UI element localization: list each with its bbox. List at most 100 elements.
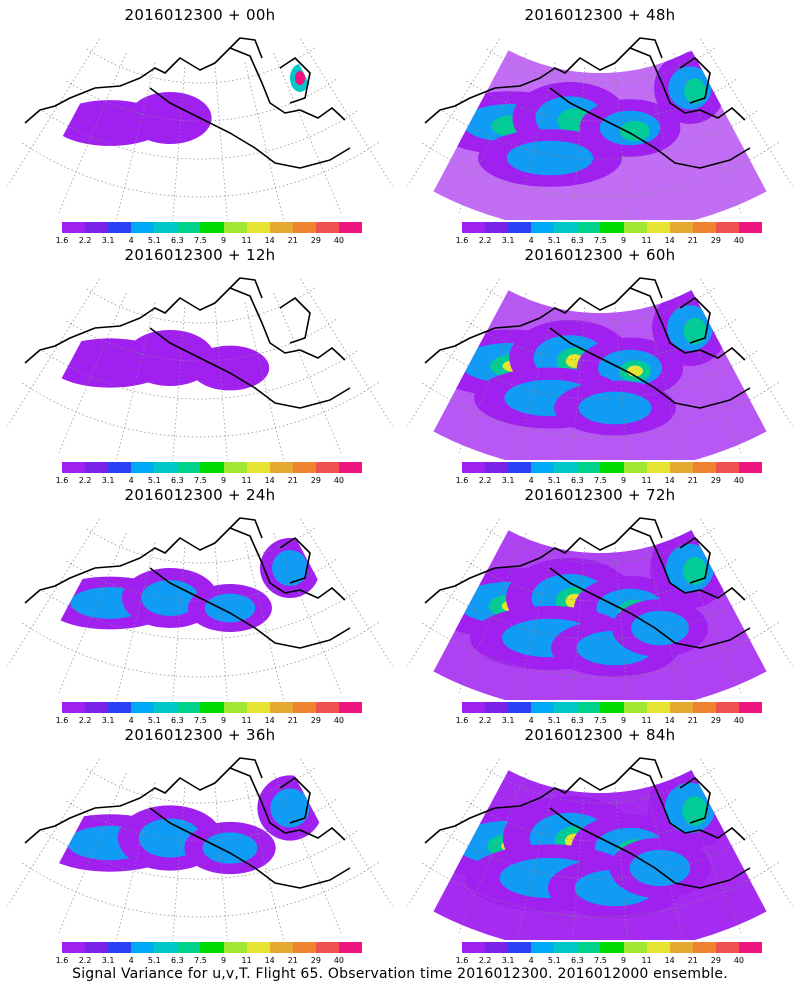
colorbar-tick-label: 14 xyxy=(664,236,675,245)
graticule-line xyxy=(673,532,742,693)
colorbar-tick-label: 9 xyxy=(620,716,627,725)
graticule-line xyxy=(300,278,393,427)
colorbar-swatch xyxy=(462,702,486,713)
graticule-line xyxy=(300,758,393,907)
colorbar-swatch xyxy=(692,222,716,233)
colorbar-swatch xyxy=(177,942,201,953)
graticule-line xyxy=(407,38,500,187)
graticule-line xyxy=(214,307,228,460)
graticule-line xyxy=(63,319,337,362)
graticule-line xyxy=(58,52,127,213)
graticule-line xyxy=(614,547,628,700)
colorbar-swatch xyxy=(85,222,109,233)
colorbar-tick-label: 1.6 xyxy=(455,716,469,725)
graticule-line xyxy=(516,302,556,460)
map-panel: 2016012300 + 12h 1.6 2.2 3.1 4 5.1 6.3 7.5 9 11 14… xyxy=(0,240,400,490)
colorbar-tick-label: 7.5 xyxy=(594,236,607,245)
colorbar-tick-label: 7.5 xyxy=(594,716,607,725)
colorbar-swatch xyxy=(485,462,509,473)
graticule-line xyxy=(572,307,586,460)
panel-title: 2016012300 + 72h xyxy=(524,486,676,504)
colorbar-tick-label: 29 xyxy=(710,716,721,725)
colorbar-tick-label: 1.6 xyxy=(455,236,469,245)
variance-blob xyxy=(683,557,707,585)
colorbar-tick-label: 29 xyxy=(310,236,321,245)
graticule-line xyxy=(644,302,684,460)
variance-blob xyxy=(204,593,256,623)
variance-blob xyxy=(629,849,691,887)
colorbar-tick-label: 2.2 xyxy=(78,716,92,725)
colorbar-swatch xyxy=(623,942,647,953)
variance-blob xyxy=(578,391,652,425)
colorbar-swatch xyxy=(292,942,316,953)
colorbar xyxy=(462,942,763,953)
colorbar-swatch xyxy=(223,462,247,473)
variance-blob xyxy=(272,550,308,586)
colorbar-tick-label: 21 xyxy=(687,716,698,725)
colorbar-tick-label: 4 xyxy=(528,956,534,965)
map-panel: 2016012300 + 48h 1.6 2.2 3.1 4 5.1 6.3 7.5 9 11 14… xyxy=(400,0,800,250)
colorbar-tick-label: 2.2 xyxy=(478,476,492,485)
colorbar-swatch xyxy=(485,942,509,953)
colorbar-tick-label: 14 xyxy=(264,476,275,485)
graticule-line xyxy=(116,302,156,460)
colorbar-tick-label: 11 xyxy=(641,236,652,245)
graticule-line xyxy=(463,319,737,362)
colorbar-swatch xyxy=(338,702,363,713)
colorbar-tick-label: 21 xyxy=(287,716,298,725)
colorbar-swatch xyxy=(154,462,178,473)
colorbar-tick-label: 2.2 xyxy=(78,476,92,485)
map-panel: 2016012300 + 60h 1.6 2.2 3.1 4 5.1 6.3 7.5 9 11 14… xyxy=(400,240,800,490)
colorbar-swatch xyxy=(623,462,647,473)
colorbar-tick-label: 2.2 xyxy=(78,956,92,965)
variance-blob xyxy=(270,788,310,828)
colorbar-swatch xyxy=(292,222,316,233)
colorbar-tick-label: 3.1 xyxy=(101,956,115,965)
graticule-line xyxy=(58,292,127,453)
variance-blob xyxy=(684,78,706,104)
coastline xyxy=(24,757,351,889)
colorbar-swatch xyxy=(600,462,624,473)
colorbar-tick-label: 9 xyxy=(220,236,227,245)
colorbar-tick-label: 21 xyxy=(287,236,298,245)
colorbar-tick-label: 9 xyxy=(220,476,227,485)
panel-title: 2016012300 + 24h xyxy=(124,486,276,504)
graticule-line xyxy=(407,518,500,667)
graticule-line xyxy=(572,67,586,220)
graticule-line xyxy=(700,278,793,427)
graticule-line xyxy=(244,62,284,220)
colorbar-swatch xyxy=(646,462,670,473)
colorbar-swatch xyxy=(715,222,739,233)
graticule-line xyxy=(644,782,684,940)
colorbar-swatch xyxy=(462,462,486,473)
graticule-line xyxy=(421,622,779,678)
colorbar-swatch xyxy=(315,462,339,473)
variance-field xyxy=(48,330,270,391)
graticule-line xyxy=(244,782,284,940)
colorbar-swatch xyxy=(269,222,293,233)
colorbar-swatch xyxy=(623,222,647,233)
colorbar-labels: 1.6 2.2 3.1 4 5.1 6.3 7.5 9 11 14 21 29 40 xyxy=(456,956,762,966)
graticule-line xyxy=(458,292,527,453)
graticule-line xyxy=(116,542,156,700)
colorbar-tick-label: 14 xyxy=(664,956,675,965)
graticule-line xyxy=(614,307,628,460)
variance-field xyxy=(433,770,767,940)
colorbar-tick-label: 3.1 xyxy=(501,716,515,725)
map-panel: 2016012300 + 84h 1.6 2.2 3.1 4 5.1 6.3 7.5 9 11 14… xyxy=(400,720,800,970)
colorbar-tick-label: 3.1 xyxy=(501,476,515,485)
variance-blob xyxy=(506,140,594,176)
graticule-line xyxy=(463,559,737,602)
graticule-line xyxy=(700,758,793,907)
colorbar-swatch xyxy=(508,942,532,953)
graticule-line xyxy=(21,382,379,438)
colorbar-swatch xyxy=(531,222,555,233)
colorbar-tick-label: 7.5 xyxy=(194,476,207,485)
colorbar-swatch xyxy=(223,702,247,713)
colorbar-tick-label: 21 xyxy=(687,956,698,965)
colorbar-tick-label: 5.1 xyxy=(547,476,561,485)
colorbar-tick-label: 7.5 xyxy=(594,476,607,485)
colorbar-tick-label: 4 xyxy=(128,956,134,965)
graticule-line xyxy=(273,52,342,213)
colorbar-swatch xyxy=(646,222,670,233)
